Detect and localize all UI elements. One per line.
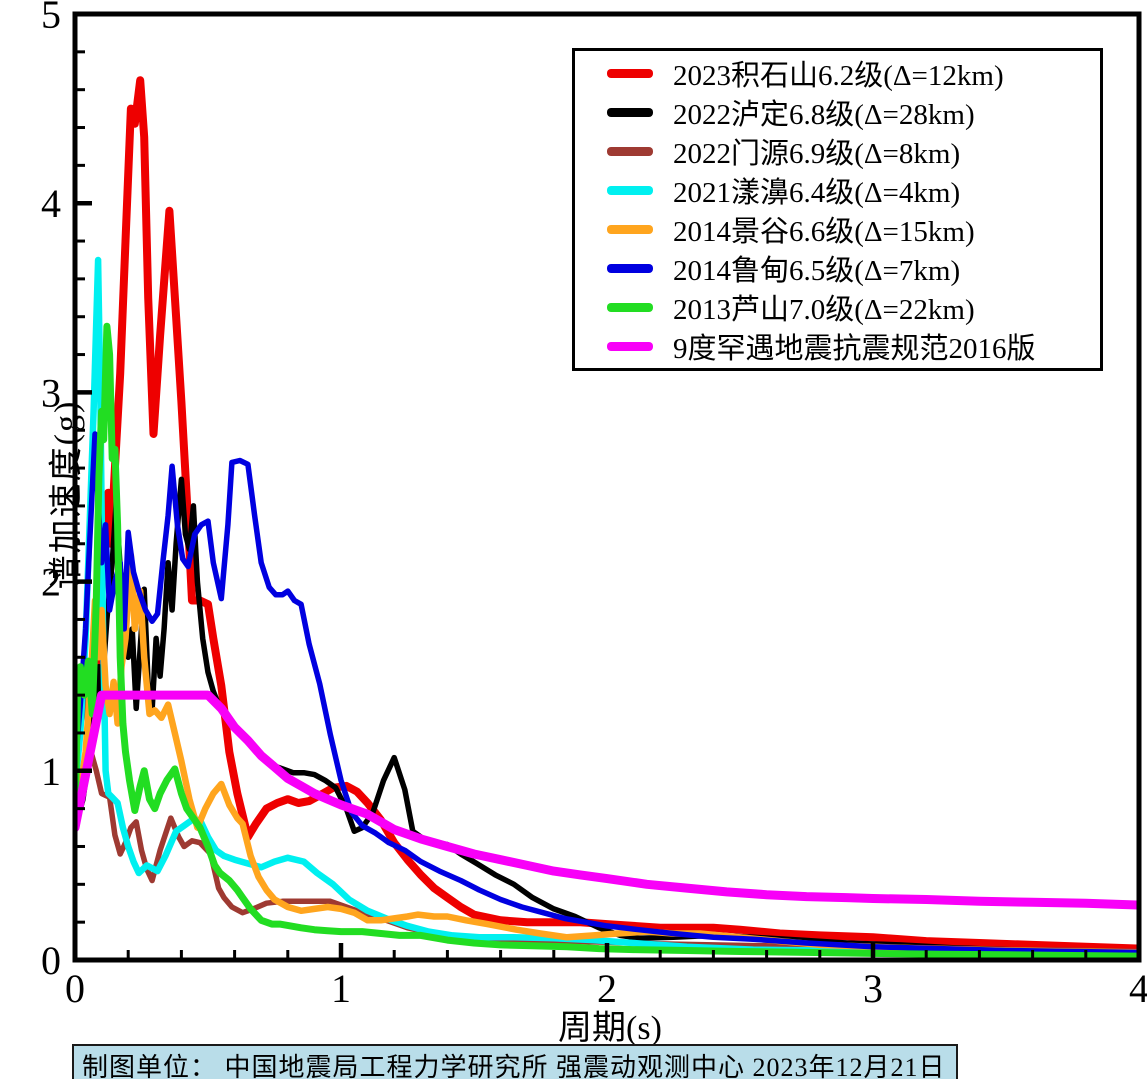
legend-label-menyuan-2022: 2022门源6.9级(Δ=8km) <box>673 138 961 170</box>
legend-label-yangbi-2021: 2021漾濞6.4级(Δ=4km) <box>673 177 961 209</box>
legend-item-menyuan-2022: 2022门源6.9级(Δ=8km) <box>607 132 1100 171</box>
legend-item-lushan-2013: 2013芦山7.0级(Δ=22km) <box>607 288 1100 327</box>
legend-swatch-code-spectrum-2016 <box>607 341 653 351</box>
y-tick-label-0: 0 <box>41 938 61 983</box>
legend-item-luding-2022: 2022泸定6.8级(Δ=28km) <box>607 93 1100 132</box>
y-tick-label-2: 2 <box>41 560 61 605</box>
x-tick-label-4: 4 <box>1129 966 1147 1011</box>
x-tick-label-0: 0 <box>65 966 85 1011</box>
legend-item-yangbi-2021: 2021漾濞6.4级(Δ=4km) <box>607 171 1100 210</box>
x-axis-title: 周期(s) <box>558 1010 662 1047</box>
legend-label-code-spectrum-2016: 9度罕遇地震抗震规范2016版 <box>673 333 1036 365</box>
series-line-ludian-2014 <box>77 431 1137 956</box>
series-line-code-spectrum-2016 <box>77 690 1137 910</box>
legend-label-jinggu-2014: 2014景谷6.6级(Δ=15km) <box>673 216 975 248</box>
series-line-jinggu-2014 <box>77 551 1137 956</box>
x-tick-label-3: 3 <box>863 966 883 1011</box>
series-line-jishishan-2023 <box>77 76 1137 953</box>
legend-label-luding-2022: 2022泸定6.8级(Δ=28km) <box>673 99 975 131</box>
legend-box: 2023积石山6.2级(Δ=12km) 2022泸定6.8级(Δ=28km) 202… <box>572 48 1103 371</box>
legend-swatch-yangbi-2021 <box>607 185 653 195</box>
y-tick-label-5: 5 <box>41 0 61 37</box>
legend-item-code-spectrum-2016: 9度罕遇地震抗震规范2016版 <box>607 327 1100 366</box>
legend-swatch-luding-2022 <box>607 107 653 117</box>
legend-item-jishishan-2023: 2023积石山6.2级(Δ=12km) <box>607 54 1100 93</box>
legend-swatch-menyuan-2022 <box>607 146 653 156</box>
legend-item-jinggu-2014: 2014景谷6.6级(Δ=15km) <box>607 210 1100 249</box>
series-line-yangbi-2021 <box>77 256 1137 958</box>
legend-swatch-jinggu-2014 <box>607 224 653 234</box>
legend-label-lushan-2013: 2013芦山7.0级(Δ=22km) <box>673 294 975 326</box>
y-tick-label-1: 1 <box>41 749 61 794</box>
legend-label-jishishan-2023: 2023积石山6.2级(Δ=12km) <box>673 60 1004 92</box>
caption-bar: 制图单位： 中国地震局工程力学研究所 强震动观测中心 2023年12月21日 <box>72 1044 958 1079</box>
legend-swatch-lushan-2013 <box>607 302 653 312</box>
y-tick-label-4: 4 <box>41 181 61 226</box>
series-line-lushan-2013 <box>77 322 1137 958</box>
legend-swatch-ludian-2014 <box>607 263 653 273</box>
x-tick-label-1: 1 <box>331 966 351 1011</box>
y-axis-title: 谱加速度(g) <box>48 399 86 590</box>
legend-swatch-jishishan-2023 <box>607 68 653 78</box>
legend-label-ludian-2014: 2014鲁甸6.5级(Δ=7km) <box>673 255 961 287</box>
legend-item-ludian-2014: 2014鲁甸6.5级(Δ=7km) <box>607 249 1100 288</box>
caption-text: 制图单位： 中国地震局工程力学研究所 强震动观测中心 2023年12月21日 <box>82 1053 946 1079</box>
y-tick-label-3: 3 <box>41 370 61 415</box>
x-tick-label-2: 2 <box>597 966 617 1011</box>
